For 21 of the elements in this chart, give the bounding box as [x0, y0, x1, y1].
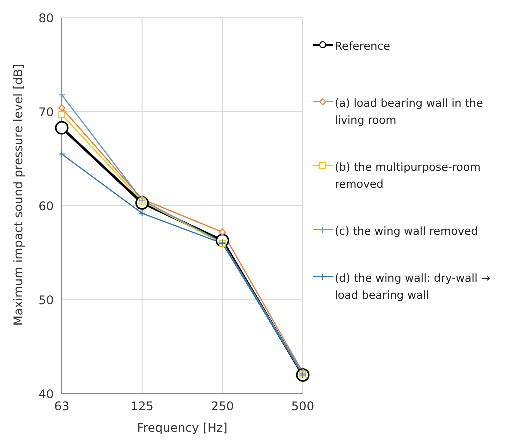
x-tick-label: 500: [292, 400, 314, 414]
point: [58, 104, 66, 112]
y-tick-label: 50: [38, 293, 54, 308]
y-tick-label: 70: [38, 105, 54, 120]
legend-label: (b) the multipurpose-room removed: [335, 160, 482, 193]
x-axis-title: Frequency [Hz]: [137, 421, 228, 435]
point: [138, 210, 146, 218]
y-axis-title: Maximum impact sound pressure level [dB]: [11, 64, 26, 326]
y-tick-label: 80: [38, 11, 54, 26]
legend-label: (d) the wing wall: dry-wall → load bearing wall: [335, 271, 492, 304]
legend-label: (c) the wing wall removed: [335, 224, 478, 240]
point: [58, 111, 66, 118]
x-tick-label: 125: [130, 400, 154, 414]
legend-label: (a) load bearing wall in the living room: [335, 96, 484, 129]
y-tick-label: 60: [38, 199, 54, 214]
x-tick-label: 250: [211, 400, 234, 414]
point: [55, 121, 69, 135]
x-tick-label: 63: [54, 400, 70, 414]
y-tick-label: 40: [38, 387, 54, 402]
point: [219, 228, 226, 236]
legend-label: Reference: [335, 39, 390, 55]
